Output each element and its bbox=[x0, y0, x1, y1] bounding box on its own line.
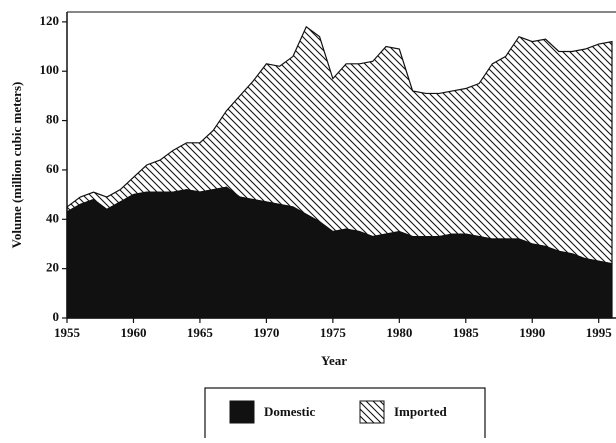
x-tick-label: 1990 bbox=[519, 325, 545, 340]
area-1 bbox=[66, 25, 613, 265]
x-tick-label: 1975 bbox=[320, 325, 347, 340]
legend-swatch bbox=[229, 400, 255, 424]
legend-box bbox=[204, 387, 486, 443]
x-tick-label: 1980 bbox=[386, 325, 412, 340]
y-tick-label: 40 bbox=[46, 210, 59, 225]
legend-label: Domestic bbox=[264, 404, 315, 419]
y-tick-label: 0 bbox=[53, 309, 60, 324]
y-axis-label: Volume (million cubic meters) bbox=[9, 82, 24, 249]
y-tick-label: 120 bbox=[40, 13, 60, 28]
x-tick-label: 1960 bbox=[120, 325, 146, 340]
y-tick-label: 100 bbox=[40, 62, 60, 77]
x-tick-label: 1995 bbox=[586, 325, 613, 340]
legend-swatch bbox=[359, 400, 385, 424]
x-tick-label: 1970 bbox=[253, 325, 279, 340]
x-tick-label: 1965 bbox=[187, 325, 214, 340]
y-tick-label: 80 bbox=[46, 112, 59, 127]
y-tick-label: 60 bbox=[46, 161, 59, 176]
x-tick-label: 1955 bbox=[54, 325, 81, 340]
x-tick-label: 1985 bbox=[453, 325, 480, 340]
legend-label: Imported bbox=[394, 404, 447, 419]
x-axis-label: Year bbox=[321, 353, 347, 368]
y-tick-label: 20 bbox=[46, 260, 59, 275]
